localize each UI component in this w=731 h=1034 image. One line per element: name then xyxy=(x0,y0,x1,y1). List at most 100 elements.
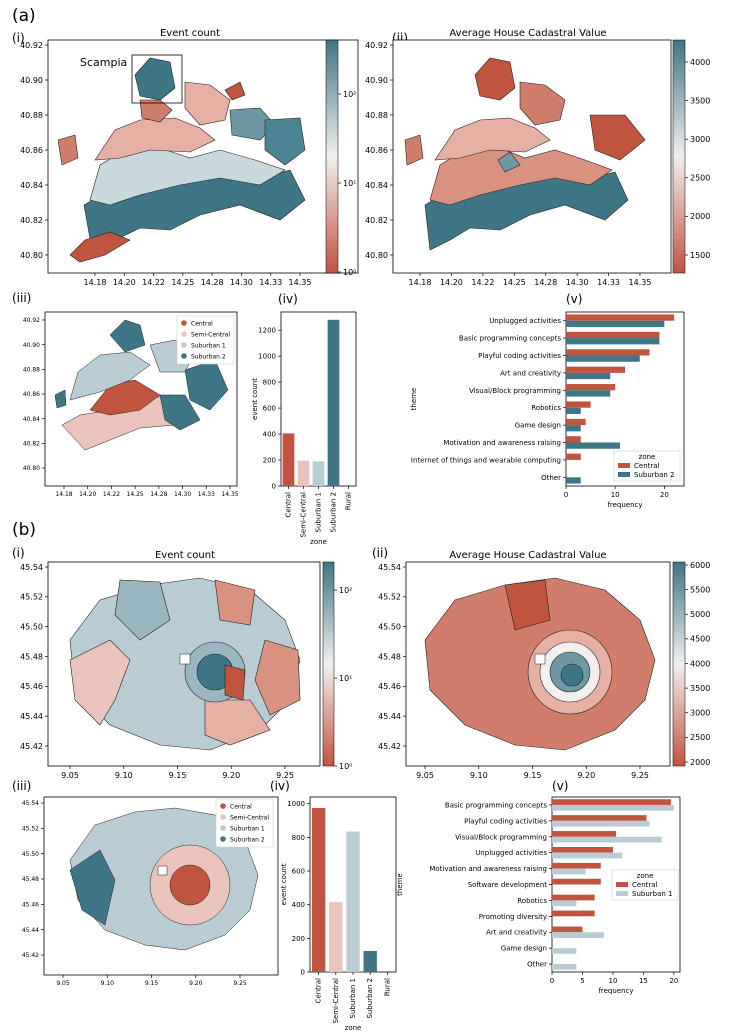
a-ii-xtick-label: 14.20 xyxy=(440,278,463,287)
b-v-bar-suburban-1 xyxy=(552,868,586,875)
a-v-bar-central xyxy=(566,436,581,443)
a-iv-roman: (iv) xyxy=(278,292,298,306)
a-v-bar-suburban-2 xyxy=(566,372,611,380)
b-v-legend-swatch xyxy=(616,891,628,896)
b-i-colorbar xyxy=(322,561,335,767)
b-i-roman: (i) xyxy=(12,546,25,560)
b-ii-ytick-label: 45.46 xyxy=(378,682,401,691)
a-ii-ytick-label: 40.90 xyxy=(365,76,388,85)
b-i-ytick-label: 45.48 xyxy=(20,652,43,661)
a-ii-cbtick-label: 3000 xyxy=(690,135,710,144)
b-ii-cbtick-label: 2000 xyxy=(690,758,710,767)
b-v-bar-suburban-1 xyxy=(552,820,650,827)
a-iii-xtick-label: 14.25 xyxy=(127,491,144,498)
b-v-bar-central xyxy=(552,862,601,869)
a-iv-xtick-label: Central xyxy=(285,492,293,518)
a-v-bar-central xyxy=(566,366,625,373)
a-iv-ytick-label: 1200 xyxy=(258,327,276,335)
a-iv-ytick-label: 1000 xyxy=(258,353,276,361)
a-iii-map-shapes xyxy=(54,319,229,451)
b-v-xlabel: frequency xyxy=(598,987,633,995)
a-ii-colorbar xyxy=(672,39,686,274)
a-v-bar-suburban-2 xyxy=(566,355,640,362)
a-iv-xtick-label: Rural xyxy=(345,492,353,510)
a-v-ytick-label: Internet of things and wearable computin… xyxy=(411,456,561,464)
b-v-legend-entry: Central xyxy=(632,881,658,889)
a-i-ytick-label: 40.88 xyxy=(20,111,43,120)
b-ii-cbtick-label: 4500 xyxy=(690,635,710,644)
b-v-bar-suburban-1 xyxy=(552,932,604,938)
a-iv-ytick-label: 0 xyxy=(272,483,276,491)
b-ii-cbtick-label: 2500 xyxy=(690,733,710,742)
b-i-cbtick-label: 10² xyxy=(339,586,352,595)
a-iv-bar-semi-central xyxy=(297,460,310,486)
b-ii-ytick-label: 45.52 xyxy=(378,593,401,602)
a-i-roman: (i) xyxy=(12,31,25,45)
b-v-ytick-label: Software development xyxy=(468,881,548,889)
a-ii-xtick-label: 14.25 xyxy=(503,278,526,287)
a-i-xtick-label: 14.30 xyxy=(230,278,253,287)
a-i-ytick-label: 40.90 xyxy=(20,76,43,85)
b-iii-legend-semicentral: Semi-Central xyxy=(230,815,269,822)
b-iii-xtick-label: 9.20 xyxy=(189,980,203,987)
b-v-xtick-label: 5 xyxy=(580,977,584,985)
b-ii-cbtick-label: 4000 xyxy=(690,659,710,668)
a-iii-legend-suburban1: Suburban 1 xyxy=(191,343,226,350)
a-iv-chart: 0 200 400 600 800 1000 1200 Central Semi-Central… xyxy=(251,311,357,546)
b-iv-ytick-label: 0 xyxy=(301,969,305,977)
a-v-legend-title: zone xyxy=(639,453,656,461)
b-iii-legend-suburban2: Suburban 2 xyxy=(230,837,265,844)
b-ii-ytick-label: 45.48 xyxy=(378,652,401,661)
a-ii-xtick-label: 14.22 xyxy=(471,278,494,287)
a-i-ytick-label: 40.80 xyxy=(20,251,43,260)
b-ii-xtick-label: 9.15 xyxy=(524,771,542,780)
a-iii-ytick-label: 40.90 xyxy=(23,342,40,349)
a-iv-xlabel: zone xyxy=(310,538,327,546)
a-iii-ytick-label: 40.82 xyxy=(23,440,40,447)
b-iv-xtick-label: Central xyxy=(315,978,323,1004)
b-v-ytick-label: Robotics xyxy=(517,897,547,905)
a-ii-cbtick-label: 4000 xyxy=(690,58,710,67)
b-i-ytick-label: 45.50 xyxy=(20,622,43,631)
a-i-title: Event count xyxy=(160,28,220,39)
b-i-ytick-label: 45.42 xyxy=(20,742,43,751)
b-ii-colorbar xyxy=(672,561,686,767)
b-i-ytick-label: 45.46 xyxy=(20,682,43,691)
b-iv-chart: 0 200 400 600 800 1000 Central Semi-Central Subu… xyxy=(280,796,397,1032)
a-ii-cbtick-label: 2000 xyxy=(690,212,710,221)
b-iii-roman: (iii) xyxy=(12,779,31,793)
b-iv-ylabel: event count xyxy=(280,863,288,905)
b-i-xtick-label: 9.15 xyxy=(169,771,187,780)
b-v-bar-central xyxy=(552,799,671,805)
b-v-ytick-label: Unplugged activities xyxy=(475,849,547,857)
a-i-xtick-label: 14.18 xyxy=(84,278,107,287)
a-i-ytick-label: 40.92 xyxy=(20,41,43,50)
b-ii-xtick-label: 9.20 xyxy=(577,771,595,780)
a-iii-roman: (iii) xyxy=(12,291,31,305)
b-v-xtick-label: 20 xyxy=(669,977,678,985)
b-i-ytick-label: 45.52 xyxy=(20,593,43,602)
a-ii-map-shapes xyxy=(404,57,646,251)
b-ii-xtick-label: 9.25 xyxy=(631,771,649,780)
b-ii-roman: (ii) xyxy=(372,546,388,560)
b-iii-xtick-label: 9.25 xyxy=(233,980,247,987)
b-v-ytick-label: Art and creativity xyxy=(486,929,547,937)
a-iii-xtick-label: 14.33 xyxy=(198,491,215,498)
a-iii-xtick-label: 14.18 xyxy=(55,491,72,498)
a-iv-ylabel: event count xyxy=(251,378,259,420)
a-iv-ytick-label: 200 xyxy=(263,457,276,465)
b-iii-ytick-label: 45.46 xyxy=(22,901,39,908)
a-ii-cbtick-label: 3500 xyxy=(690,96,710,105)
a-iii-legend-suburban2: Suburban 2 xyxy=(191,354,226,361)
b-iii-ytick-label: 45.44 xyxy=(22,927,39,934)
b-ii-ytick-label: 45.50 xyxy=(378,622,401,631)
a-ii-ytick-label: 40.88 xyxy=(365,111,388,120)
a-ii-xtick-label: 14.18 xyxy=(409,278,432,287)
b-v-ytick-label: Basic programming concepts xyxy=(445,801,547,809)
b-v-bar-suburban-1 xyxy=(552,804,674,811)
a-v-legend-swatch xyxy=(618,472,630,477)
b-iii-map-shapes xyxy=(69,807,259,951)
a-i-xtick-label: 14.28 xyxy=(201,278,224,287)
b-map-zone: (iii) Central Semi-Central Suburban 1 Su… xyxy=(12,779,279,987)
